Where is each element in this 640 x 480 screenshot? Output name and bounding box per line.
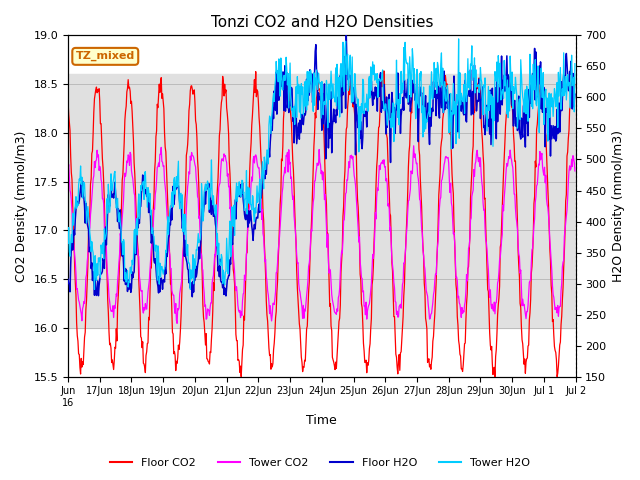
Floor CO2 — [124, 85, 131, 91]
Floor CO2 — [380, 68, 388, 74]
Tower H2O — [374, 95, 382, 100]
Tower H2O — [218, 252, 225, 257]
Floor H2O — [403, 87, 411, 93]
Tower H2O — [455, 36, 463, 42]
Floor H2O — [375, 81, 383, 86]
Floor CO2 — [217, 109, 225, 115]
Y-axis label: H2O Density (mmol/m3): H2O Density (mmol/m3) — [612, 130, 625, 282]
Floor H2O — [124, 288, 131, 294]
Floor H2O — [218, 279, 225, 285]
Floor H2O — [262, 164, 269, 170]
Legend: Floor CO2, Tower CO2, Floor H2O, Tower H2O: Floor CO2, Tower CO2, Floor H2O, Tower H… — [105, 453, 535, 472]
Text: TZ_mixed: TZ_mixed — [76, 51, 135, 61]
Tower CO2 — [403, 232, 410, 238]
Tower H2O — [262, 167, 269, 172]
Tower H2O — [571, 61, 579, 67]
Tower CO2 — [571, 168, 579, 174]
Tower CO2 — [262, 257, 269, 263]
Tower CO2 — [173, 321, 181, 326]
X-axis label: Time: Time — [307, 414, 337, 427]
Tower CO2 — [124, 160, 131, 166]
Floor CO2 — [243, 251, 250, 257]
Floor H2O — [571, 91, 579, 97]
Tower H2O — [124, 284, 132, 290]
Line: Tower H2O: Tower H2O — [68, 39, 575, 289]
Floor H2O — [243, 205, 250, 211]
Floor CO2 — [64, 97, 72, 103]
Tower CO2 — [243, 252, 250, 257]
Floor H2O — [64, 276, 72, 282]
Y-axis label: CO2 Density (mmol/m3): CO2 Density (mmol/m3) — [15, 131, 28, 282]
Floor CO2 — [571, 82, 579, 87]
Tower CO2 — [218, 158, 225, 164]
Floor CO2 — [262, 273, 269, 279]
Line: Tower CO2: Tower CO2 — [68, 146, 575, 324]
Line: Floor CO2: Floor CO2 — [68, 71, 575, 377]
Title: Tonzi CO2 and H2O Densities: Tonzi CO2 and H2O Densities — [211, 15, 433, 30]
Tower H2O — [243, 168, 250, 173]
Tower H2O — [91, 287, 99, 292]
Tower CO2 — [64, 168, 72, 174]
Floor H2O — [342, 33, 350, 38]
Line: Floor H2O: Floor H2O — [68, 36, 575, 297]
Floor H2O — [188, 294, 196, 300]
Tower H2O — [403, 60, 410, 65]
Floor CO2 — [403, 210, 411, 216]
Bar — [68, 74, 575, 328]
Tower H2O — [64, 240, 72, 246]
Floor CO2 — [374, 140, 382, 146]
Floor CO2 — [237, 374, 245, 380]
Tower CO2 — [374, 188, 382, 193]
Tower CO2 — [410, 143, 417, 149]
